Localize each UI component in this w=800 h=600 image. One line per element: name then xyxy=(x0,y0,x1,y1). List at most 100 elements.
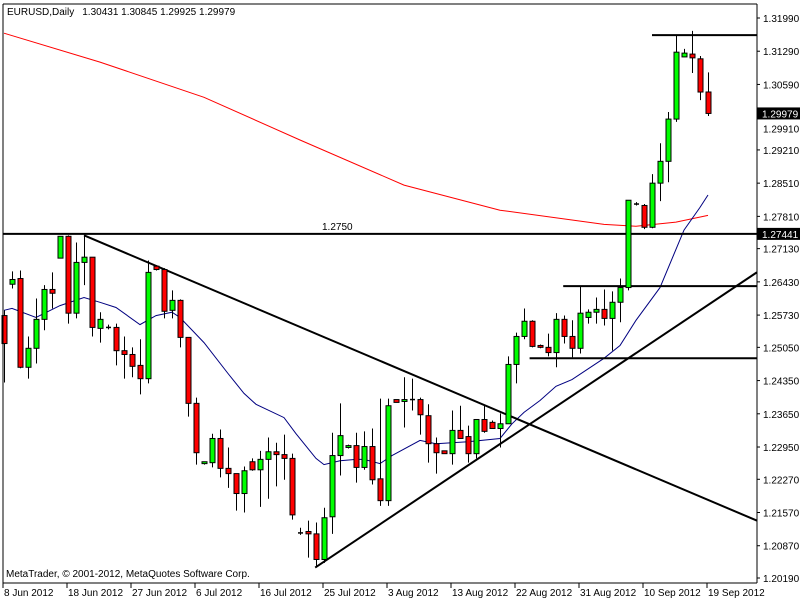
candle-body xyxy=(705,91,712,114)
price-axis[interactable]: 1.31990 1.31290 1.30590 1.29910 1.29210 1.285… xyxy=(757,14,800,585)
candle-body xyxy=(673,51,680,120)
price-tick-label: 1.25730 xyxy=(763,311,800,322)
candle xyxy=(337,403,344,476)
candle xyxy=(17,270,24,369)
candle-body xyxy=(97,318,104,329)
candle-body xyxy=(41,288,48,320)
price-tick-label: 1.22270 xyxy=(763,475,800,486)
candle-body xyxy=(473,418,480,455)
candle xyxy=(457,405,464,439)
candle xyxy=(585,309,592,324)
candle-body xyxy=(481,418,488,432)
candle-body xyxy=(585,311,592,318)
candle-body xyxy=(561,318,568,337)
candle xyxy=(65,235,72,324)
candle xyxy=(329,432,336,534)
candle-body xyxy=(289,457,296,516)
candle-body xyxy=(177,299,184,338)
candle-body xyxy=(33,318,40,349)
candle xyxy=(385,398,392,506)
candle-body xyxy=(641,204,648,228)
candle xyxy=(505,356,512,425)
candle-body xyxy=(681,52,688,58)
candle-body xyxy=(313,533,320,560)
candle xyxy=(49,272,56,309)
candle-body xyxy=(161,269,168,312)
candle xyxy=(513,332,520,384)
candle-body xyxy=(369,446,376,481)
candle xyxy=(225,447,232,488)
candle xyxy=(289,453,296,520)
candle-body xyxy=(617,287,624,303)
candle-body xyxy=(425,415,432,445)
candle-body xyxy=(505,363,512,425)
candle xyxy=(425,404,432,463)
candle-body xyxy=(449,429,456,455)
candle xyxy=(57,235,64,259)
date-tick-label: 16 Jul 2012 xyxy=(260,588,312,599)
candle xyxy=(305,520,312,558)
candle-body xyxy=(665,118,672,162)
candle xyxy=(169,290,176,319)
candle-body xyxy=(257,458,264,471)
date-tick-label: 25 Jul 2012 xyxy=(324,588,376,599)
candle-body xyxy=(25,347,32,368)
candle xyxy=(177,299,184,348)
candle xyxy=(609,291,616,351)
candle-body xyxy=(393,399,400,403)
candle-body xyxy=(569,335,576,349)
price-tick-label: 1.26430 xyxy=(763,278,800,289)
candle-body xyxy=(201,461,208,465)
price-tick-label: 1.30590 xyxy=(763,80,800,91)
candle-body xyxy=(361,446,368,468)
candle-body xyxy=(233,473,240,495)
date-tick-label: 13 Aug 2012 xyxy=(452,588,509,599)
trend-line[interactable] xyxy=(314,271,758,569)
candle-body xyxy=(497,423,504,430)
candle xyxy=(265,437,272,499)
candle-body xyxy=(137,364,144,380)
candle-body xyxy=(209,437,216,464)
candle-body xyxy=(225,467,232,475)
candle xyxy=(313,522,320,568)
trend-line[interactable] xyxy=(83,234,758,522)
candle-body xyxy=(457,429,464,439)
candle xyxy=(233,473,240,511)
candles xyxy=(1,30,712,568)
date-tick-label: 6 Jul 2012 xyxy=(196,588,243,599)
candle xyxy=(241,466,248,513)
candle-body xyxy=(353,445,360,468)
candle xyxy=(641,204,648,230)
candle-body xyxy=(465,436,472,455)
candle-body xyxy=(89,256,96,328)
time-axis[interactable]: 8 Jun 2012 18 Jun 2012 27 Jun 2012 6 Jul 20… xyxy=(2,583,765,599)
candle-body xyxy=(129,353,136,367)
candle xyxy=(481,405,488,433)
candle xyxy=(553,313,560,368)
price-marker-box xyxy=(757,227,800,240)
candle xyxy=(601,289,608,326)
candle xyxy=(681,48,688,58)
candle xyxy=(106,324,111,330)
candle xyxy=(369,428,376,485)
candle xyxy=(33,298,40,364)
candle-body xyxy=(385,405,392,502)
candle-body xyxy=(249,461,256,471)
candle-body xyxy=(441,450,448,455)
candle xyxy=(417,397,424,435)
candle xyxy=(665,111,672,183)
candle xyxy=(361,431,368,470)
candle xyxy=(465,425,472,463)
candle-body xyxy=(401,399,408,402)
candle xyxy=(298,527,303,535)
price-marker-label: 1.27441 xyxy=(762,230,799,241)
candle xyxy=(497,413,504,448)
candle xyxy=(521,308,528,340)
price-tick-label: 1.27810 xyxy=(763,212,800,223)
candle-body xyxy=(649,182,656,228)
date-tick-label: 10 Sep 2012 xyxy=(644,588,701,599)
date-tick-label: 19 Sep 2012 xyxy=(708,588,765,599)
price-tick-label: 1.27130 xyxy=(763,245,800,256)
